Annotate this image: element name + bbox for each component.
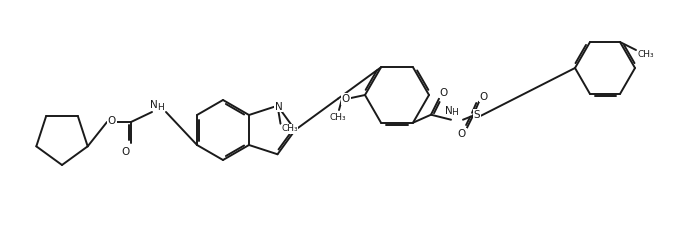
- Text: H: H: [157, 103, 164, 112]
- Text: O: O: [122, 147, 130, 157]
- Text: S: S: [474, 110, 480, 120]
- Text: O: O: [458, 129, 466, 139]
- Text: N: N: [150, 100, 158, 110]
- Text: CH₃: CH₃: [281, 124, 298, 133]
- Text: H: H: [451, 108, 458, 117]
- Text: O: O: [440, 88, 448, 98]
- Text: N: N: [445, 106, 453, 116]
- Text: N: N: [275, 102, 282, 112]
- Text: CH₃: CH₃: [330, 113, 346, 122]
- Text: CH₃: CH₃: [638, 50, 654, 58]
- Text: O: O: [342, 94, 350, 104]
- Text: O: O: [480, 92, 488, 102]
- Text: O: O: [108, 116, 116, 126]
